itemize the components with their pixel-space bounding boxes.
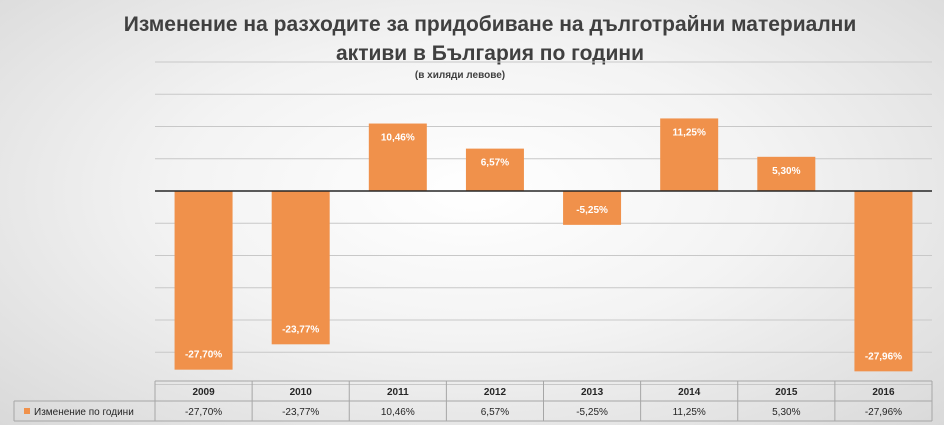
table-header-2011: 2011 — [387, 387, 409, 398]
table-header-2012: 2012 — [484, 387, 507, 398]
table-value-2010: -23,77% — [282, 407, 319, 418]
table-value-2015: 5,30% — [772, 407, 800, 418]
data-label-2016: -27,96% — [865, 351, 902, 362]
table-header-2016: 2016 — [872, 387, 895, 398]
data-label-2013: -5,25% — [576, 205, 608, 216]
bar-2009 — [174, 191, 233, 370]
data-label-2009: -27,70% — [185, 350, 222, 361]
table-header-2015: 2015 — [775, 387, 798, 398]
bar-2010 — [271, 191, 330, 345]
data-label-2015: 5,30% — [772, 166, 800, 177]
bar-2012 — [465, 148, 524, 191]
data-label-2012: 6,57% — [481, 158, 509, 169]
table-value-2016: -27,96% — [865, 407, 902, 418]
table-header-2010: 2010 — [290, 387, 313, 398]
data-label-2011: 10,46% — [381, 133, 415, 144]
bar-2013 — [563, 191, 622, 225]
table-value-2011: 10,46% — [381, 407, 415, 418]
bar-2015 — [757, 156, 816, 191]
bar-2014 — [660, 118, 719, 191]
table-value-2014: 11,25% — [673, 407, 706, 418]
chart-title: Изменение на разходите за придобиване на… — [123, 13, 857, 65]
data-label-2014: 11,25% — [673, 127, 706, 138]
bar-2016 — [854, 191, 913, 372]
legend-series-name: Изменение по години — [34, 407, 134, 418]
table-value-2012: 6,57% — [481, 407, 509, 418]
table-header-2013: 2013 — [581, 387, 604, 398]
chart-subtitle: (в хиляди левове) — [414, 70, 506, 81]
table-value-2013: -5,25% — [576, 407, 608, 418]
table-header-2009: 2009 — [192, 387, 215, 398]
table-value-2009: -27,70% — [185, 407, 222, 418]
legend-marker — [24, 408, 30, 414]
bar-2011 — [368, 123, 427, 191]
table-header-2014: 2014 — [678, 387, 701, 398]
data-label-2010: -23,77% — [282, 324, 319, 335]
